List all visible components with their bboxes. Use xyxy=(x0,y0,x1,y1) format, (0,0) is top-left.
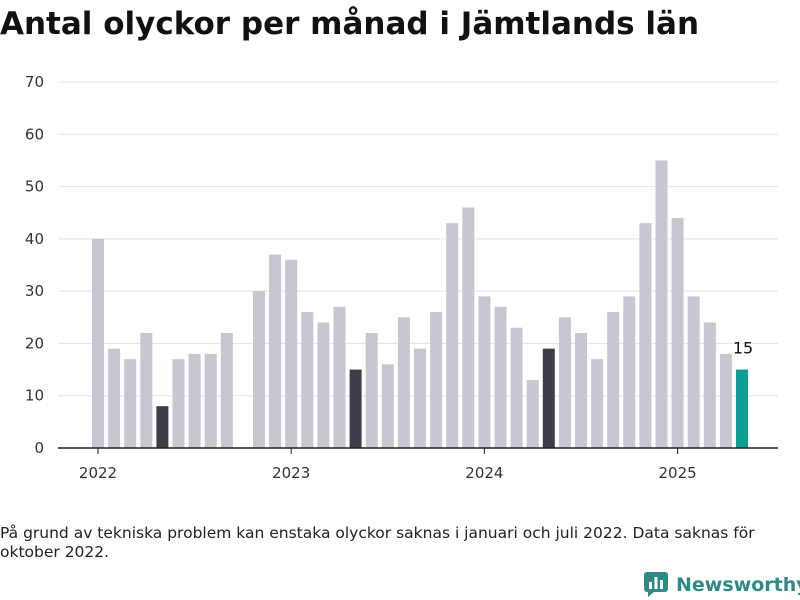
bar-2022-11[interactable] xyxy=(253,291,265,448)
bar-2025-01[interactable] xyxy=(671,217,684,448)
footnote: På grund av tekniska problem kan enstaka… xyxy=(0,524,755,561)
y-tick-label: 0 xyxy=(34,439,44,457)
bar-2023-01[interactable] xyxy=(285,259,298,448)
bar-2024-05[interactable] xyxy=(542,348,555,448)
bar-2022-03[interactable] xyxy=(124,359,137,448)
bar-2022-01[interactable] xyxy=(92,238,104,448)
bar-2022-06[interactable] xyxy=(172,359,185,448)
bar-2022-05[interactable] xyxy=(156,406,169,448)
bar-2023-03[interactable] xyxy=(317,322,330,448)
bar-2025-02[interactable] xyxy=(687,296,700,448)
gridlines xyxy=(58,81,778,397)
x-tick-label: 2022 xyxy=(79,464,117,482)
bar-2022-04[interactable] xyxy=(140,332,153,448)
bar-2023-05[interactable] xyxy=(349,369,362,448)
y-axis-labels: 0 10 20 30 40 50 60 70 xyxy=(25,73,44,457)
bar-2024-12[interactable] xyxy=(655,160,668,448)
bar-2022-07[interactable] xyxy=(188,353,201,448)
data-labels: 15 xyxy=(733,339,753,358)
bar-2024-06[interactable] xyxy=(558,317,571,448)
x-axis-labels: 2022 2023 2024 2025 xyxy=(79,448,697,482)
bar-2024-08[interactable] xyxy=(591,359,604,448)
bar-2024-10[interactable] xyxy=(623,296,636,448)
bar-2024-02[interactable] xyxy=(494,306,507,448)
brand-name: Newsworthy xyxy=(676,574,800,596)
y-tick-label: 50 xyxy=(25,178,44,196)
bar-2023-08[interactable] xyxy=(397,317,410,448)
bar-2023-10[interactable] xyxy=(430,312,443,448)
y-tick-label: 40 xyxy=(25,230,44,248)
y-tick-label: 10 xyxy=(25,387,44,405)
bar-2023-04[interactable] xyxy=(333,306,346,448)
bar-2024-07[interactable] xyxy=(575,332,587,448)
bar-chart: 0 10 20 30 40 50 60 70 2022 2023 2024 2025 15 xyxy=(25,73,778,482)
y-tick-label: 30 xyxy=(25,282,44,300)
bar-2023-06[interactable] xyxy=(365,332,378,448)
bar-2023-09[interactable] xyxy=(414,348,426,448)
bars xyxy=(92,160,748,448)
bar-2025-05[interactable] xyxy=(736,369,748,448)
y-tick-label: 60 xyxy=(25,125,44,143)
x-tick-label: 2024 xyxy=(465,464,503,482)
y-tick-label: 20 xyxy=(25,334,44,352)
bar-2022-09[interactable] xyxy=(220,332,233,448)
bar-2024-09[interactable] xyxy=(607,312,620,448)
bar-2024-03[interactable] xyxy=(510,327,523,448)
bar-chart-logo-icon xyxy=(644,572,668,597)
x-tick-label: 2023 xyxy=(272,464,310,482)
bar-2022-12[interactable] xyxy=(269,254,282,448)
bar-2024-01[interactable] xyxy=(478,296,491,448)
bar-2023-11[interactable] xyxy=(446,223,459,448)
chart-title: Antal olyckor per månad i Jämtlands län xyxy=(0,6,700,42)
bar-2024-04[interactable] xyxy=(526,380,539,448)
data-label: 15 xyxy=(733,339,753,358)
bar-2024-11[interactable] xyxy=(639,223,652,448)
bar-2025-04[interactable] xyxy=(719,353,732,448)
bar-2023-02[interactable] xyxy=(301,312,314,448)
x-tick-label: 2025 xyxy=(659,464,697,482)
y-tick-label: 70 xyxy=(25,73,44,91)
bar-2025-03[interactable] xyxy=(703,322,716,448)
brand-logo[interactable]: Newsworthy xyxy=(644,570,800,600)
bar-2022-08[interactable] xyxy=(204,353,217,448)
bar-2023-07[interactable] xyxy=(381,364,394,448)
bar-2023-12[interactable] xyxy=(462,207,475,448)
bar-2022-02[interactable] xyxy=(108,348,121,448)
